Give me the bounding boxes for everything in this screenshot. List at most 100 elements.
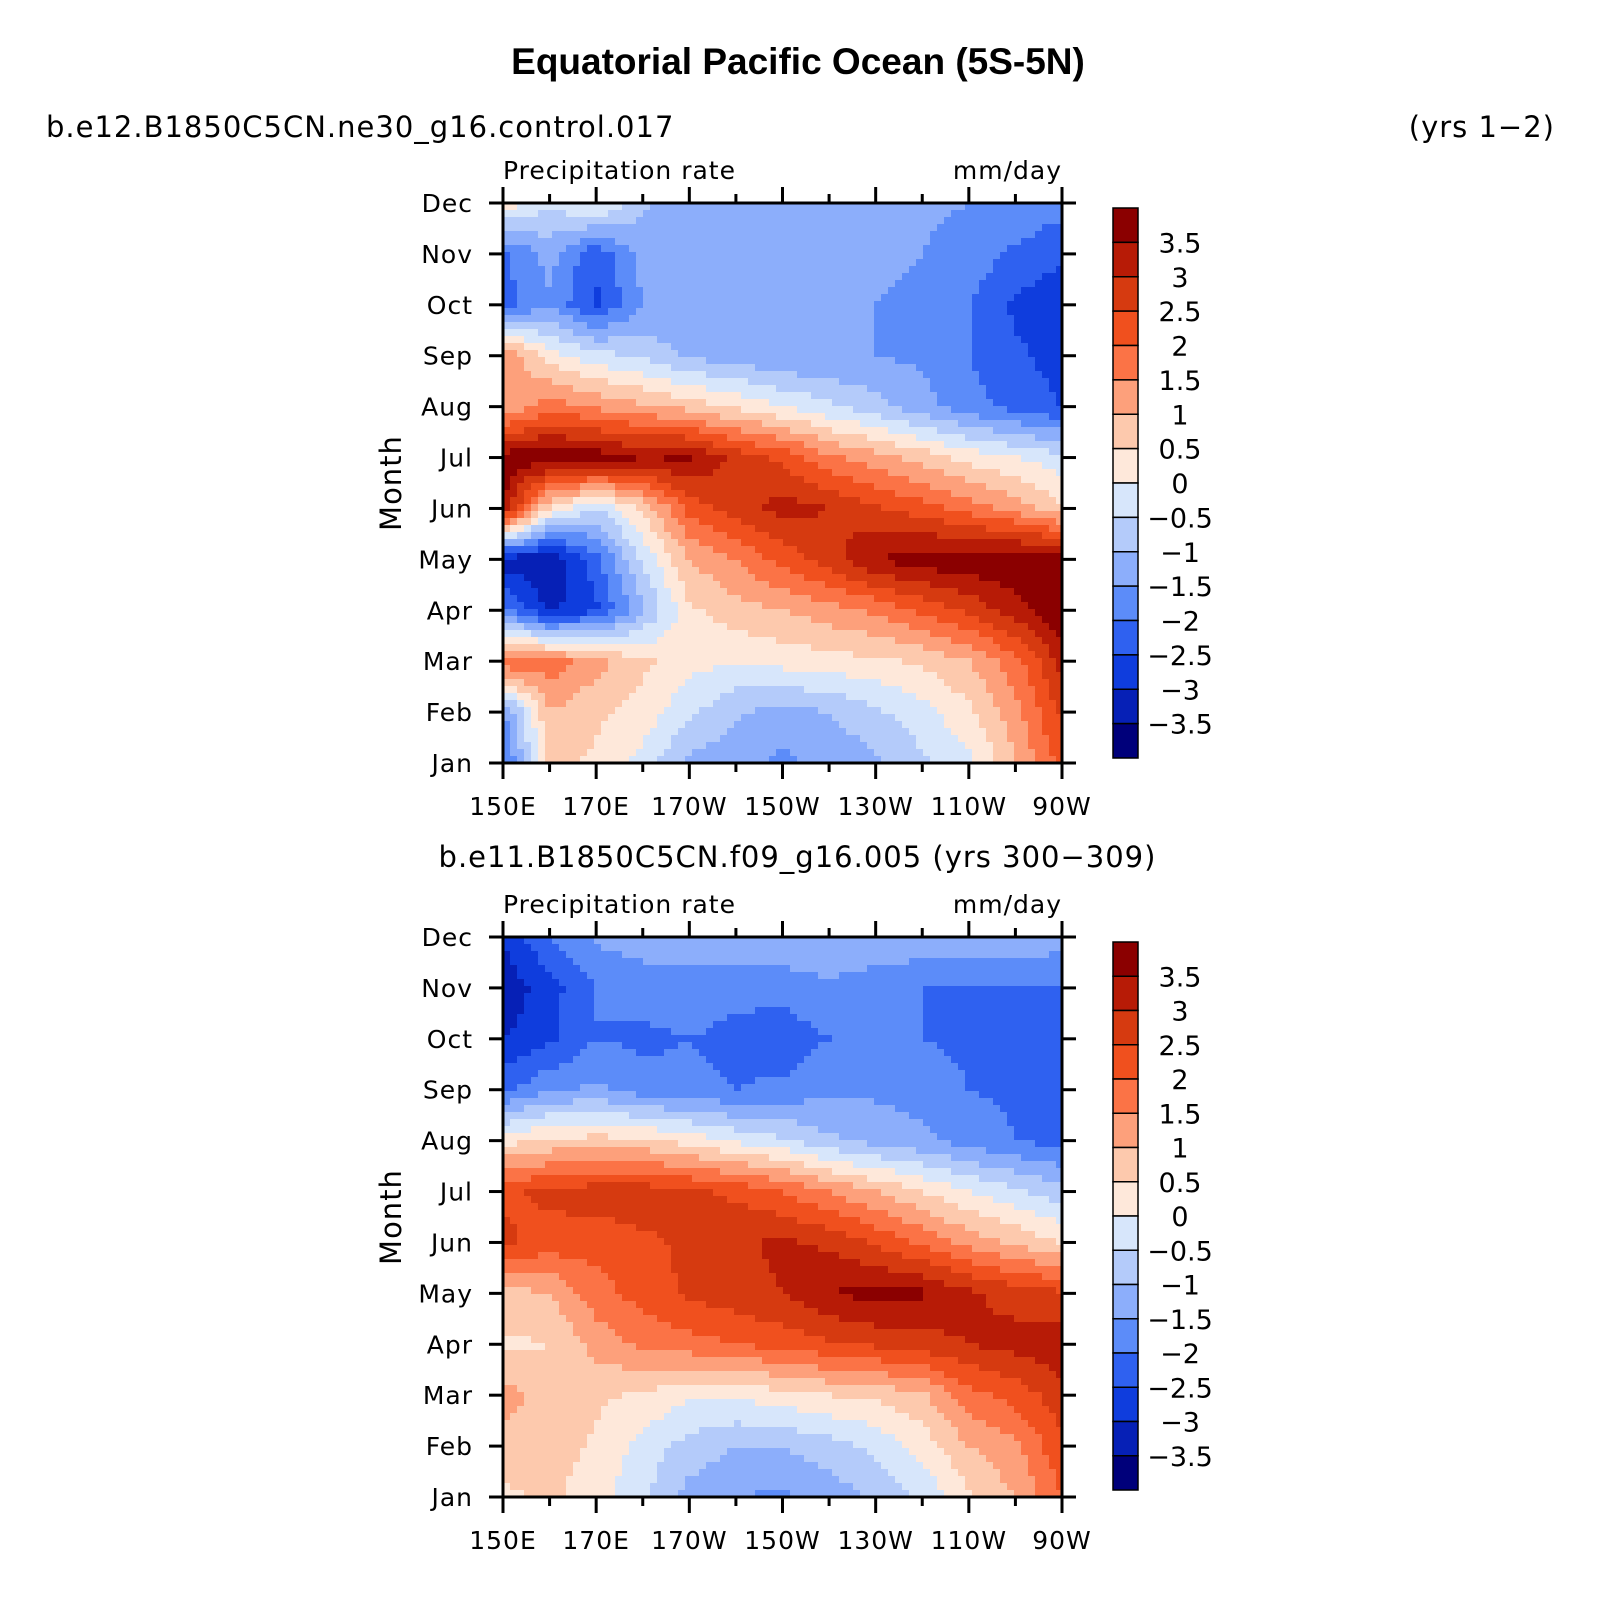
heatmap-cell [650,448,658,456]
heatmap-cell [888,378,896,386]
heatmap-cell [1007,588,1015,596]
heatmap-cell [713,623,721,631]
heatmap-cell [566,245,574,253]
heatmap-cell [895,602,903,610]
heatmap-cell [615,399,623,407]
heatmap-cell [937,567,945,575]
heatmap-cell [524,630,532,638]
heatmap-cell [1021,217,1029,225]
heatmap-cell [706,511,714,519]
heatmap-cell [1028,483,1036,491]
heatmap-cell [867,490,875,498]
heatmap-cell [545,497,553,505]
heatmap-cell [1007,525,1015,533]
heatmap-cell [587,245,595,253]
heatmap-cell [1049,553,1057,561]
heatmap-cell [629,315,637,323]
heatmap-cell [846,427,854,435]
heatmap-cell [650,595,658,603]
heatmap-cell [923,273,931,281]
heatmap-cell [559,357,567,365]
heatmap-cell [552,301,560,309]
heatmap-cell [825,602,833,610]
heatmap-cell [1014,308,1022,316]
heatmap-cell [895,287,903,295]
heatmap-cell [1042,287,1050,295]
heatmap-cell [671,420,679,428]
heatmap-cell [909,378,917,386]
heatmap-cell [1028,392,1036,400]
heatmap-cell [559,385,567,393]
heatmap-cell [993,413,1001,421]
heatmap-cell [867,539,875,547]
heatmap-cell [979,553,987,561]
heatmap-cell [909,525,917,533]
heatmap-cell [916,399,924,407]
heatmap-cell [874,266,882,274]
heatmap-cell [818,329,826,337]
heatmap-cell [713,371,721,379]
heatmap-cell [769,518,777,526]
heatmap-cell [517,427,525,435]
heatmap-cell [979,525,987,533]
heatmap-cell [573,532,581,540]
heatmap-cell [594,448,602,456]
heatmap-cell [993,266,1001,274]
heatmap-cell [622,588,630,596]
heatmap-cell [503,294,511,302]
heatmap-cell [958,238,966,246]
heatmap-cell [944,287,952,295]
heatmap-cell [1021,518,1029,526]
heatmap-cell [664,560,672,568]
heatmap-cell [559,224,567,232]
heatmap-cell [671,595,679,603]
heatmap-cell [1007,371,1015,379]
heatmap-cell [587,483,595,491]
heatmap-cell [559,560,567,568]
heatmap-cell [636,560,644,568]
heatmap-cell [881,462,889,470]
heatmap-cell [601,280,609,288]
heatmap-cell [538,623,546,631]
heatmap-cell [895,203,903,211]
heatmap-cell [965,252,973,260]
heatmap-cell [1035,266,1043,274]
heatmap-cell [951,280,959,288]
heatmap-cell [797,308,805,316]
heatmap-cell [797,455,805,463]
heatmap-cell [860,602,868,610]
heatmap-cell [552,511,560,519]
heatmap-cell [699,434,707,442]
heatmap-cell [923,238,931,246]
heatmap-cell [930,413,938,421]
heatmap-cell [622,637,630,645]
heatmap-cell [762,455,770,463]
heatmap-cell [636,385,644,393]
heatmap-cell [664,378,672,386]
heatmap-cell [881,476,889,484]
heatmap-cell [930,294,938,302]
heatmap-cell [804,315,812,323]
heatmap-cell [853,315,861,323]
heatmap-cell [881,315,889,323]
heatmap-cell [811,406,819,414]
heatmap-cell [972,357,980,365]
heatmap-cell [951,385,959,393]
heatmap-cell [846,567,854,575]
heatmap-cell [839,259,847,267]
heatmap-cell [755,455,763,463]
heatmap-cell [986,567,994,575]
heatmap-cell [811,602,819,610]
heatmap-cell [965,231,973,239]
heatmap-cell [825,294,833,302]
heatmap-cell [692,483,700,491]
heatmap-cell [874,483,882,491]
heatmap-cell [853,483,861,491]
heatmap-cell [566,287,574,295]
heatmap-cell [755,413,763,421]
heatmap-cell [825,420,833,428]
heatmap-cell [643,315,651,323]
heatmap-cell [839,567,847,575]
heatmap-cell [755,623,763,631]
heatmap-cell [671,623,679,631]
